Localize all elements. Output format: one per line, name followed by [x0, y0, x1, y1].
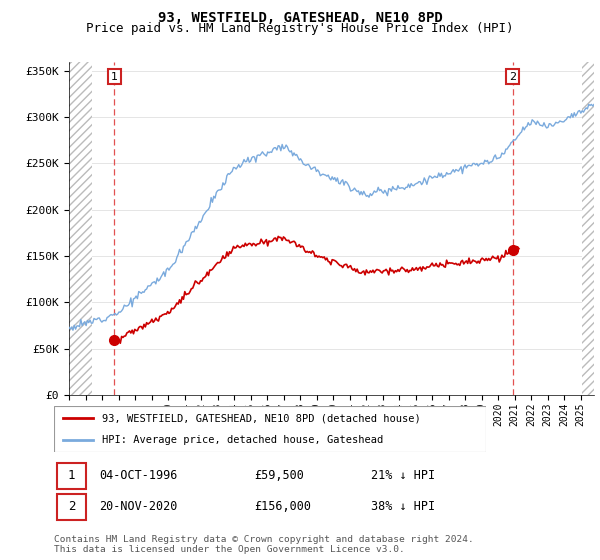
Text: 21% ↓ HPI: 21% ↓ HPI: [371, 469, 435, 483]
Text: £156,000: £156,000: [254, 500, 311, 514]
Text: 20-NOV-2020: 20-NOV-2020: [99, 500, 177, 514]
Text: 1: 1: [68, 469, 75, 483]
Bar: [69, 62, 92, 395]
Text: Price paid vs. HM Land Registry's House Price Index (HPI): Price paid vs. HM Land Registry's House …: [86, 22, 514, 35]
Text: £59,500: £59,500: [254, 469, 305, 483]
Text: HPI: Average price, detached house, Gateshead: HPI: Average price, detached house, Gate…: [101, 435, 383, 445]
Text: 2: 2: [68, 500, 75, 514]
Text: 1: 1: [111, 72, 118, 82]
FancyBboxPatch shape: [54, 406, 486, 452]
Text: 38% ↓ HPI: 38% ↓ HPI: [371, 500, 435, 514]
Text: 2: 2: [509, 72, 517, 82]
FancyBboxPatch shape: [56, 463, 86, 489]
Text: Contains HM Land Registry data © Crown copyright and database right 2024.
This d: Contains HM Land Registry data © Crown c…: [54, 535, 474, 554]
Text: 93, WESTFIELD, GATESHEAD, NE10 8PD (detached house): 93, WESTFIELD, GATESHEAD, NE10 8PD (deta…: [101, 413, 420, 423]
Text: 04-OCT-1996: 04-OCT-1996: [99, 469, 177, 483]
Text: 93, WESTFIELD, GATESHEAD, NE10 8PD: 93, WESTFIELD, GATESHEAD, NE10 8PD: [158, 11, 442, 25]
Bar: [581, 62, 594, 395]
FancyBboxPatch shape: [56, 494, 86, 520]
